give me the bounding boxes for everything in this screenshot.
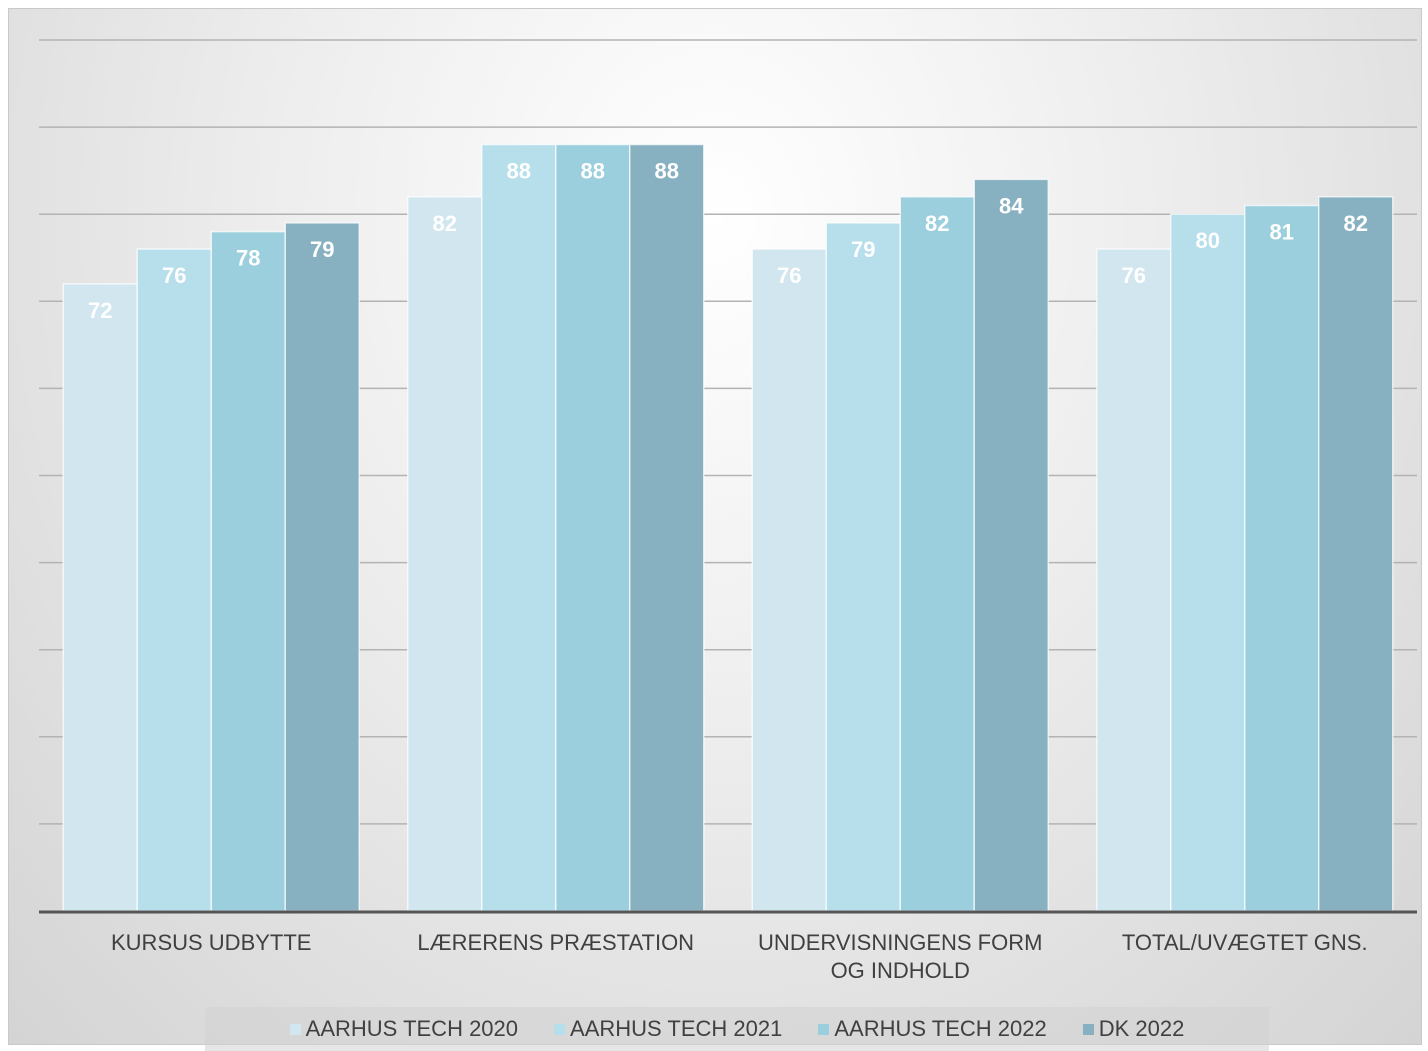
legend-item: AARHUS TECH 2022	[818, 1016, 1047, 1042]
bar	[1096, 248, 1172, 912]
category-label: UNDERVISNINGENS FORM OG INDHOLD	[758, 930, 1042, 983]
bar	[1244, 204, 1320, 912]
data-label: 88	[655, 159, 679, 184]
bar	[284, 222, 360, 912]
legend-item: DK 2022	[1082, 1016, 1185, 1042]
category-label-line: TOTAL/UVÆGTET GNS.	[1122, 930, 1368, 955]
data-label: 76	[777, 263, 801, 288]
bar	[62, 283, 138, 912]
bar	[899, 196, 975, 912]
legend-item: AARHUS TECH 2021	[554, 1016, 782, 1042]
category-label-line: OG INDHOLD	[831, 958, 970, 983]
bar	[210, 230, 286, 912]
chart-frame: 72 76 78 79 82 88 88 88 76 79 82 84 76 80 81 82 KURSUS …	[8, 8, 1422, 1051]
bars	[62, 143, 1394, 912]
bar	[407, 196, 483, 912]
legend-label: AARHUS TECH 2022	[834, 1016, 1047, 1041]
data-label: 78	[236, 246, 260, 271]
bar	[555, 143, 631, 912]
data-label: 72	[88, 298, 112, 323]
bar	[973, 178, 1049, 912]
data-label: 80	[1196, 228, 1220, 253]
category-label-line: KURSUS UDBYTTE	[111, 930, 311, 955]
legend-swatch	[289, 1023, 301, 1035]
data-label: 76	[162, 263, 186, 288]
legend-swatch	[1082, 1023, 1094, 1035]
category-label: LÆRERENS PRÆSTATION	[417, 930, 694, 955]
bar	[825, 222, 901, 912]
data-label: 76	[1122, 263, 1146, 288]
category-label-line: UNDERVISNINGENS FORM	[758, 930, 1042, 955]
data-label: 79	[851, 237, 875, 262]
category-labels: KURSUS UDBYTTE LÆRERENS PRÆSTATION UNDERVI…	[111, 930, 1368, 983]
data-label: 81	[1270, 219, 1294, 244]
legend: AARHUS TECH 2020 AARHUS TECH 2021 AARHUS T…	[205, 1007, 1269, 1051]
category-label: TOTAL/UVÆGTET GNS.	[1122, 930, 1368, 955]
bar	[1170, 213, 1246, 912]
bar-chart: 72 76 78 79 82 88 88 88 76 79 82 84 76 80 81 82 KURSUS …	[39, 39, 1417, 983]
data-label: 82	[1344, 211, 1368, 236]
legend-swatch	[554, 1023, 566, 1035]
bar	[481, 143, 557, 912]
bar	[1318, 196, 1394, 912]
bar	[629, 143, 705, 912]
legend-swatch	[818, 1023, 830, 1035]
data-label: 88	[581, 159, 605, 184]
legend-label: DK 2022	[1098, 1016, 1185, 1041]
legend-label: AARHUS TECH 2020	[305, 1016, 519, 1041]
bar	[751, 248, 827, 912]
bar	[136, 248, 212, 912]
data-label: 84	[999, 193, 1024, 218]
legend-label: AARHUS TECH 2021	[570, 1016, 783, 1041]
data-label: 82	[925, 211, 949, 236]
category-label: KURSUS UDBYTTE	[111, 930, 311, 955]
data-label: 82	[433, 211, 457, 236]
data-label: 88	[507, 159, 531, 184]
data-label: 79	[310, 237, 334, 262]
data-labels: 72 76 78 79 82 88 88 88 76 79 82 84 76 80 81 82	[88, 159, 1368, 323]
legend-item: AARHUS TECH 2020	[289, 1016, 519, 1042]
category-label-line: LÆRERENS PRÆSTATION	[417, 930, 694, 955]
